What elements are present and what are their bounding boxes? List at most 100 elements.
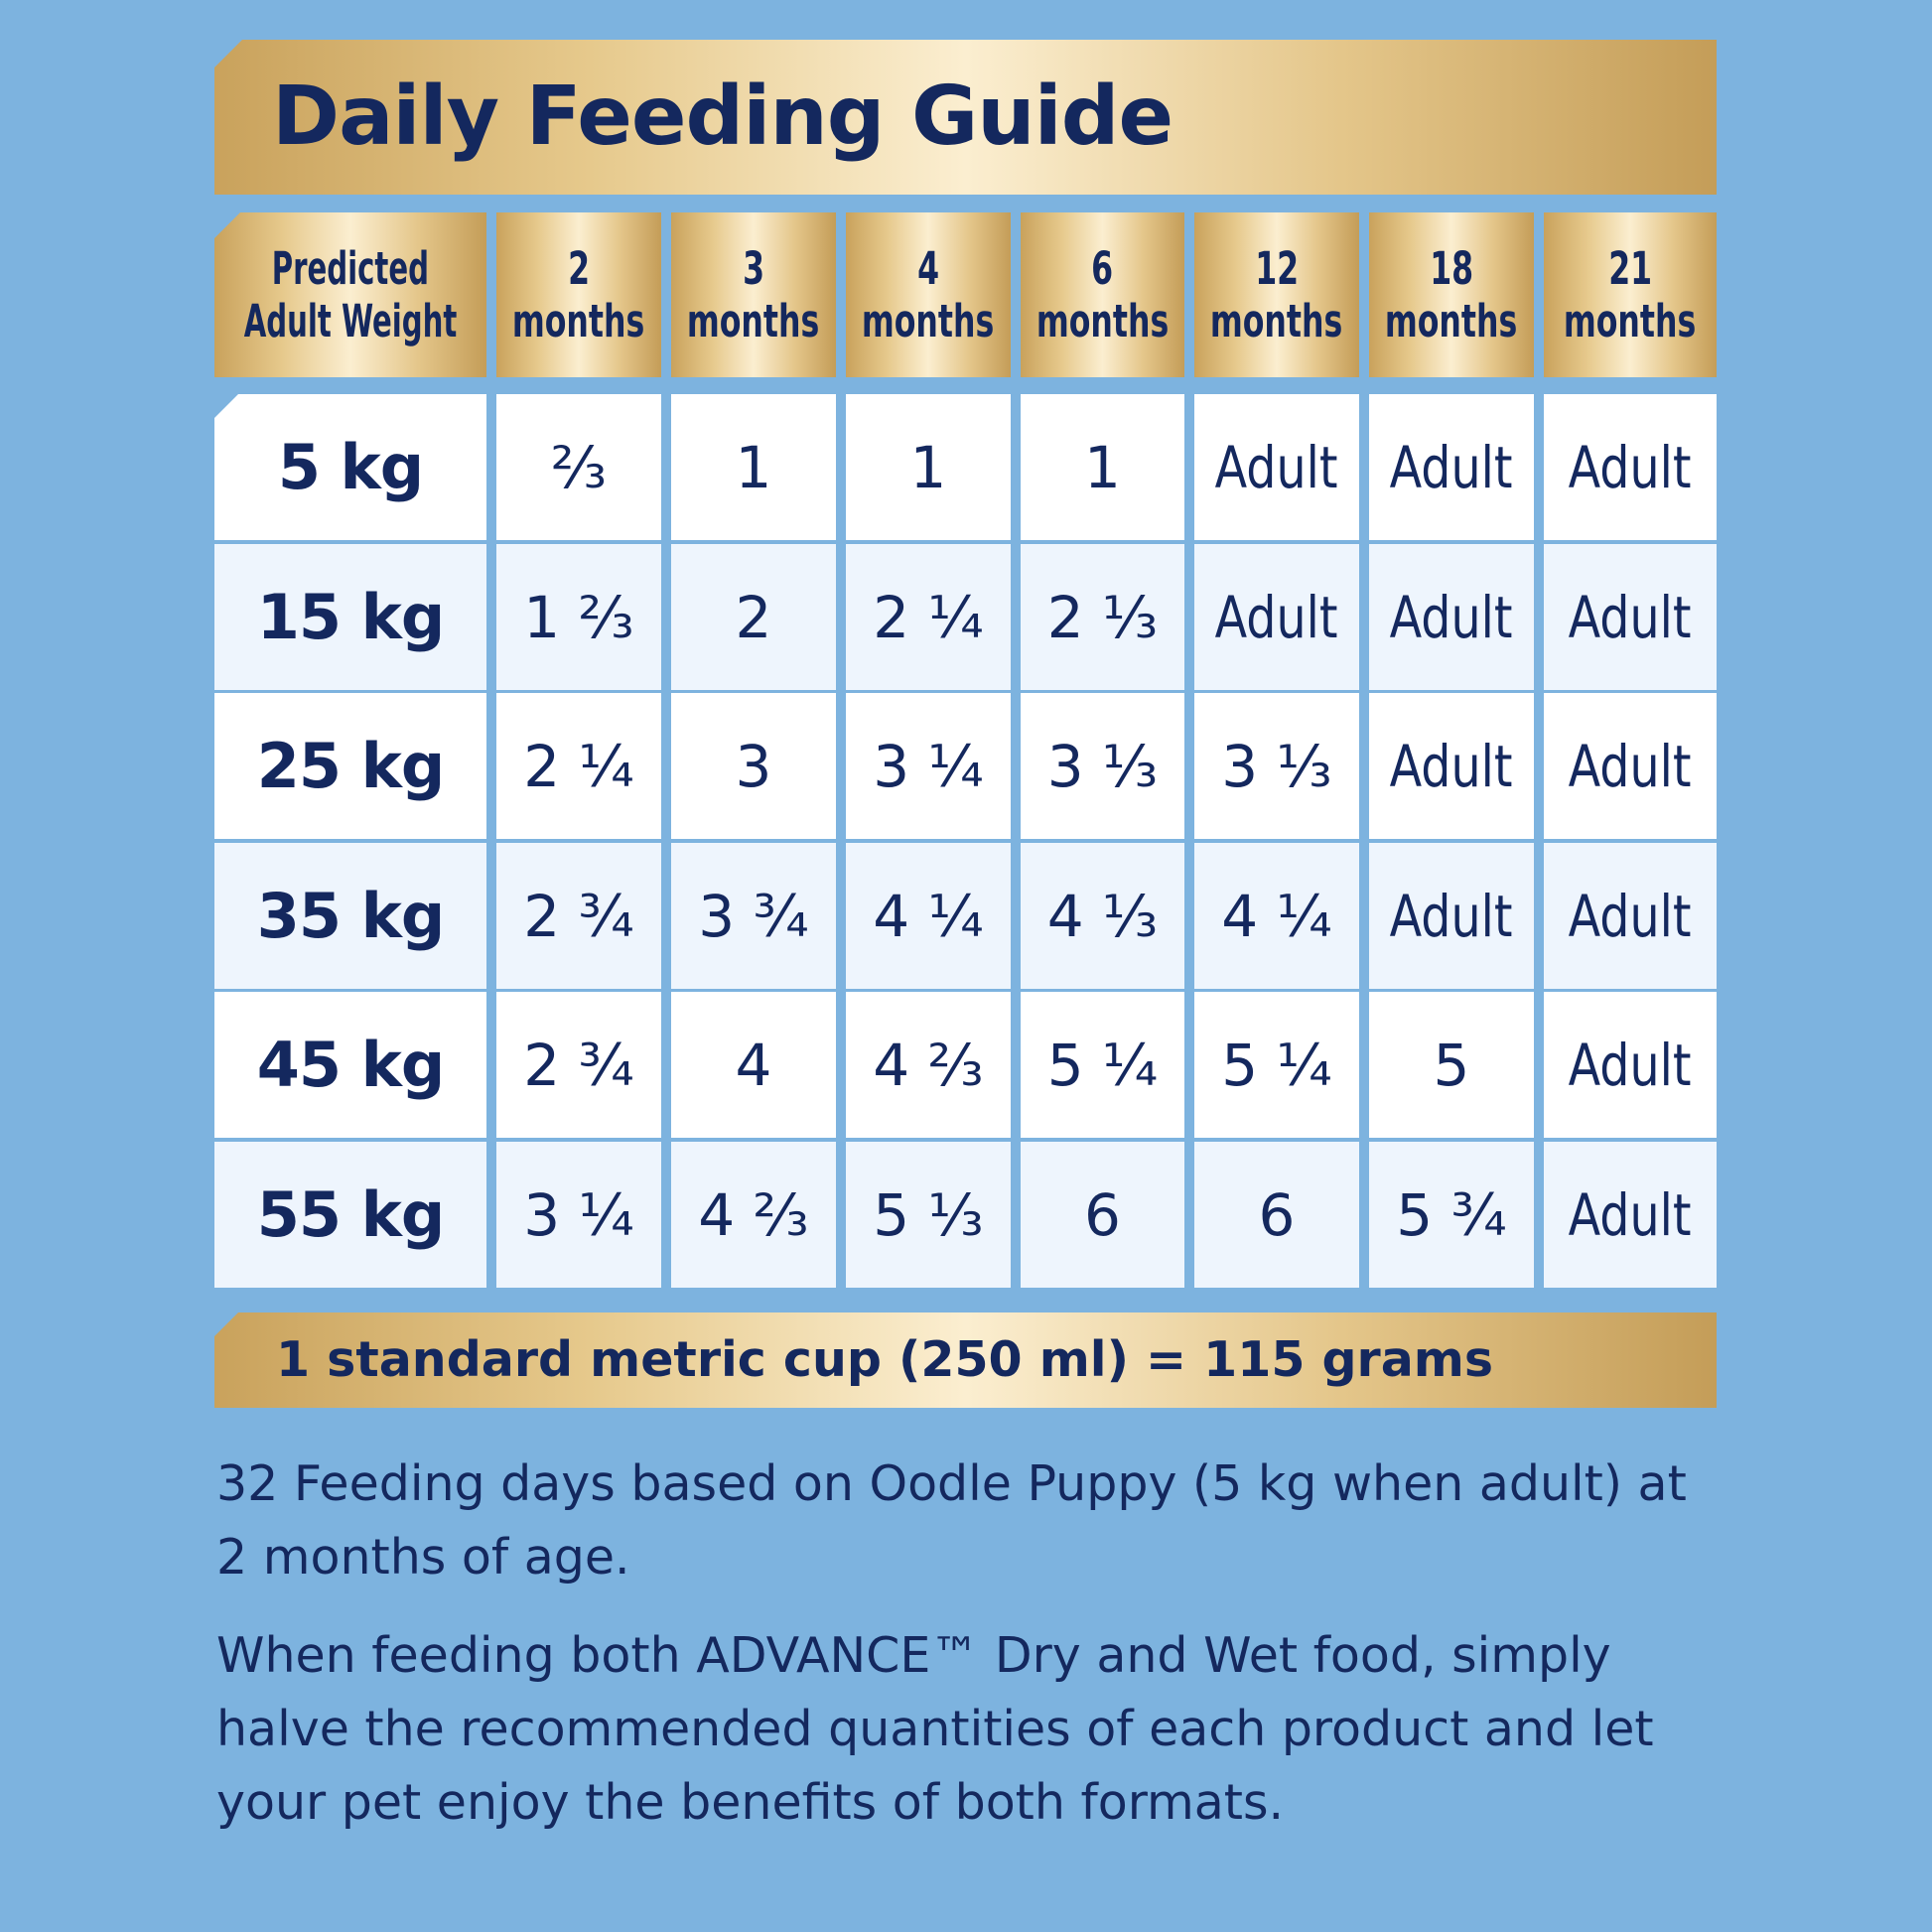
header-age: 6 months: [1021, 212, 1184, 377]
cup-amount-value: Adult: [1569, 732, 1692, 800]
header-age-unit: months: [1564, 295, 1697, 347]
header-age: 4 months: [846, 212, 1011, 377]
cup-amount-value: 1: [1084, 433, 1121, 501]
cup-amount-cell: Adult: [1194, 394, 1359, 540]
cup-amount-cell: 5 ⅓: [846, 1142, 1011, 1288]
cup-amount-cell: 2 ¼: [846, 544, 1011, 690]
header-age: 2 months: [496, 212, 661, 377]
cup-amount-value: 1: [735, 433, 772, 501]
cup-amount-value: 5 ¾: [1396, 1180, 1507, 1249]
row-weight: 55 kg: [214, 1142, 486, 1288]
cup-amount-value: 5 ¼: [1046, 1031, 1159, 1099]
header-age: 3 months: [671, 212, 836, 377]
cup-amount-value: 4 ¼: [1221, 882, 1332, 950]
header-age-unit: months: [1210, 295, 1343, 347]
header-weight-label: Predicted: [271, 242, 430, 295]
cup-amount-value: 2 ¼: [523, 732, 634, 800]
cup-amount-value: 1: [909, 433, 947, 501]
cup-amount-value: Adult: [1390, 583, 1513, 651]
cup-amount-value: 5 ⅓: [873, 1180, 984, 1249]
cup-amount-value: Adult: [1390, 882, 1513, 950]
cup-amount-cell: 4 ¼: [846, 843, 1011, 989]
cup-amount-cell: 4: [671, 992, 836, 1138]
cup-amount-cell: 6: [1021, 1142, 1184, 1288]
cup-amount-cell: 4 ⅔: [846, 992, 1011, 1138]
cup-amount-value: 3 ¼: [523, 1180, 634, 1249]
title-banner: Daily Feeding Guide: [214, 40, 1717, 195]
cup-amount-value: Adult: [1569, 882, 1692, 950]
row-weight: 45 kg: [214, 992, 486, 1138]
cup-amount-cell: 1: [671, 394, 836, 540]
cup-amount-cell: 4 ¼: [1194, 843, 1359, 989]
cup-amount-value: 3 ¾: [698, 882, 809, 950]
header-age-unit: months: [1385, 295, 1518, 347]
header-age: 18 months: [1369, 212, 1534, 377]
cup-amount-cell: 5 ¼: [1194, 992, 1359, 1138]
header-age-unit: months: [1035, 295, 1170, 347]
cup-amount-value: 4 ⅓: [1046, 882, 1159, 950]
cup-amount-cell: 3 ¾: [671, 843, 836, 989]
cup-amount-value: Adult: [1569, 1180, 1692, 1249]
header-age-number: 12: [1255, 242, 1299, 295]
cup-amount-value: 5: [1433, 1031, 1470, 1099]
cup-amount-cell: 3 ¼: [496, 1142, 661, 1288]
cup-amount-value: 2 ¼: [873, 583, 984, 651]
cup-amount-value: Adult: [1390, 433, 1513, 501]
cup-amount-value: 4 ⅔: [873, 1031, 984, 1099]
cup-amount-cell: Adult: [1369, 843, 1534, 989]
cup-amount-cell: Adult: [1369, 693, 1534, 839]
cup-amount-cell: Adult: [1544, 544, 1717, 690]
cup-amount-value: 6: [1258, 1180, 1296, 1249]
cup-amount-value: 3 ⅓: [1046, 732, 1159, 800]
cup-amount-cell: 3 ⅓: [1194, 693, 1359, 839]
cup-amount-cell: 3: [671, 693, 836, 839]
cup-amount-cell: 5 ¾: [1369, 1142, 1534, 1288]
cup-amount-cell: Adult: [1369, 394, 1534, 540]
cup-amount-cell: Adult: [1194, 544, 1359, 690]
header-age: 21 months: [1544, 212, 1717, 377]
cup-amount-cell: 4 ⅔: [671, 1142, 836, 1288]
cup-amount-cell: 1: [846, 394, 1011, 540]
cup-amount-value: Adult: [1215, 433, 1338, 501]
cup-amount-cell: 5: [1369, 992, 1534, 1138]
cup-amount-value: 3: [735, 732, 772, 800]
header-age-number: 4: [917, 242, 939, 295]
cup-amount-cell: 3 ⅓: [1021, 693, 1184, 839]
row-weight: 5 kg: [214, 394, 486, 540]
mixed-feeding-note: When feeding both ADVANCE™ Dry and Wet f…: [216, 1627, 1654, 1831]
header-age-number: 2: [568, 242, 590, 295]
cup-amount-value: Adult: [1215, 583, 1338, 651]
header-age-number: 18: [1430, 242, 1473, 295]
cup-amount-value: 3 ¼: [873, 732, 984, 800]
cup-amount-cell: Adult: [1544, 693, 1717, 839]
row-weight: 25 kg: [214, 693, 486, 839]
cup-amount-cell: Adult: [1369, 544, 1534, 690]
cup-amount-value: 2: [735, 583, 772, 651]
cup-amount-value: ⅔: [550, 433, 608, 501]
cup-amount-cell: 2: [671, 544, 836, 690]
cup-amount-value: 5 ¼: [1221, 1031, 1332, 1099]
cup-amount-value: 2 ¾: [523, 882, 634, 950]
cup-amount-cell: 1: [1021, 394, 1184, 540]
header-age-unit: months: [687, 295, 820, 347]
cup-conversion-text: 1 standard metric cup (250 ml) = 115 gra…: [276, 1331, 1494, 1388]
row-weight: 35 kg: [214, 843, 486, 989]
cup-amount-cell: 2 ¾: [496, 843, 661, 989]
cup-amount-cell: 4 ⅓: [1021, 843, 1184, 989]
cup-amount-value: Adult: [1569, 1031, 1692, 1099]
header-age-unit: months: [512, 295, 645, 347]
header-age-unit: months: [862, 295, 995, 347]
cup-amount-cell: Adult: [1544, 1142, 1717, 1288]
cup-amount-cell: ⅔: [496, 394, 661, 540]
cup-amount-cell: Adult: [1544, 992, 1717, 1138]
cup-amount-cell: 5 ¼: [1021, 992, 1184, 1138]
cup-amount-cell: 6: [1194, 1142, 1359, 1288]
cup-amount-value: 1 ⅔: [523, 583, 634, 651]
cup-amount-value: 2 ⅓: [1046, 583, 1159, 651]
cup-amount-value: 3 ⅓: [1221, 732, 1332, 800]
cup-amount-value: Adult: [1569, 433, 1692, 501]
row-weight: 15 kg: [214, 544, 486, 690]
cup-amount-value: 2 ¾: [523, 1031, 634, 1099]
cup-amount-cell: 2 ¾: [496, 992, 661, 1138]
header-weight: Predicted Adult Weight: [214, 212, 486, 377]
